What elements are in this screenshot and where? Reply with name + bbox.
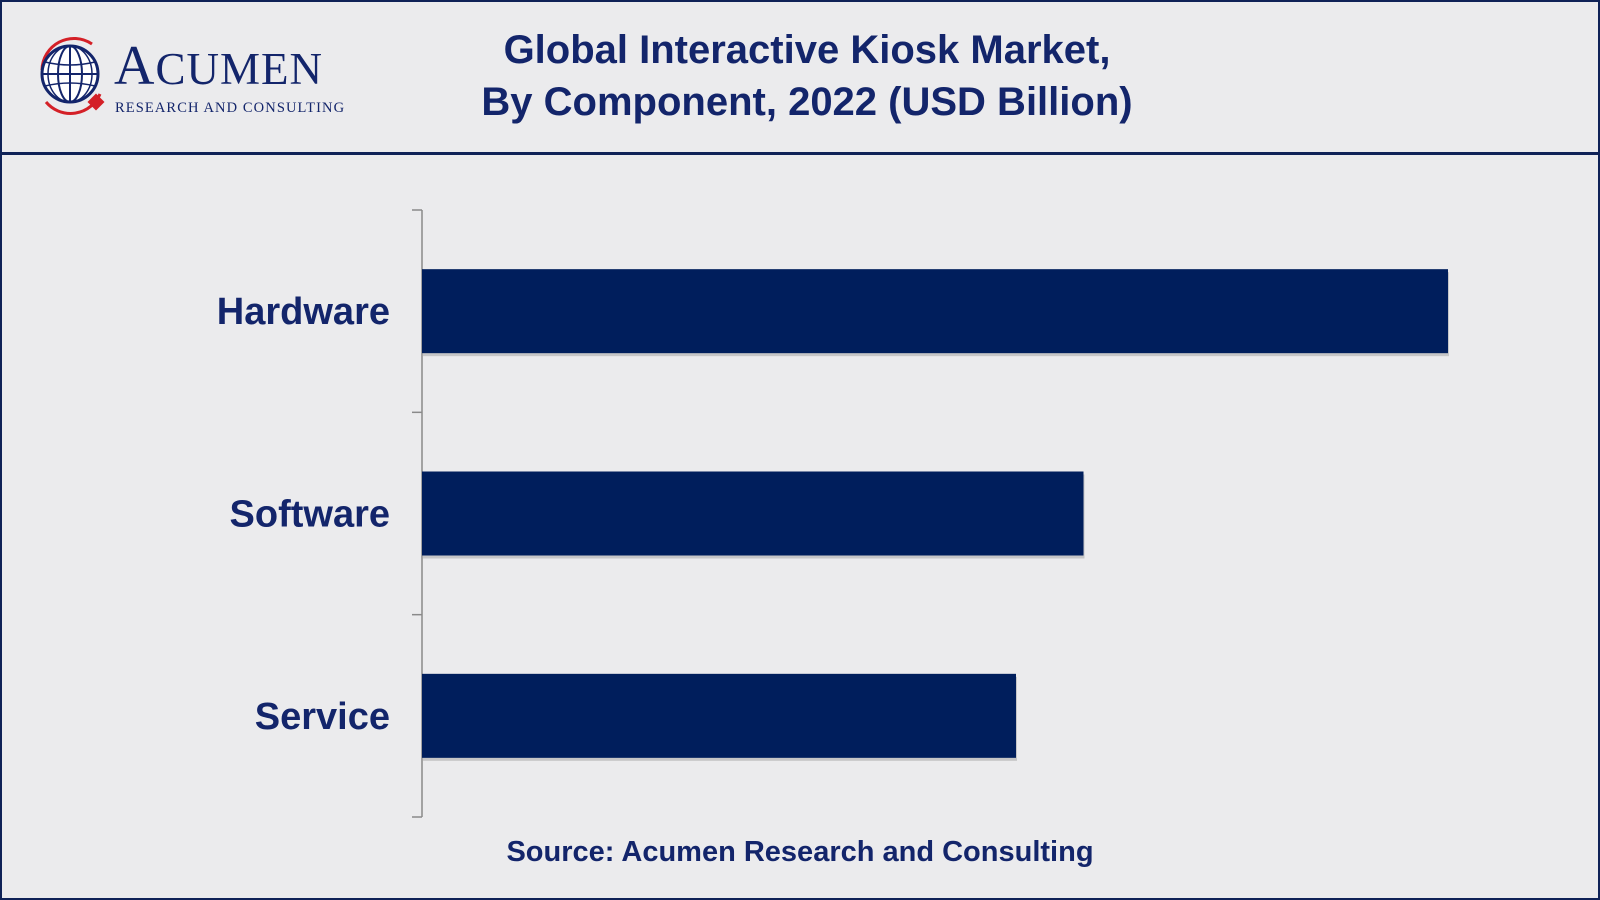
- source-note: Source: Acumen Research and Consulting: [506, 836, 1094, 868]
- logo-wordmark: ACUMEN: [114, 38, 323, 94]
- chart-title-line-2: By Component, 2022 (USD Billion): [481, 80, 1133, 124]
- globe-icon: [40, 36, 105, 115]
- logo-brand-lead: A: [114, 35, 156, 97]
- category-label-hardware: Hardware: [217, 291, 390, 333]
- bar-service: [422, 673, 1016, 758]
- chart-title: Global Interactive Kiosk Market, By Comp…: [382, 24, 1232, 128]
- category-label-software: Software: [230, 494, 390, 536]
- logo-brand-rest: CUMEN: [155, 44, 323, 94]
- bar-software: [422, 471, 1084, 556]
- bar-hardware: [422, 269, 1448, 354]
- chart-title-line-1: Global Interactive Kiosk Market,: [503, 28, 1111, 72]
- header-divider: [2, 152, 1598, 155]
- logo-tagline: RESEARCH AND CONSULTING: [115, 100, 346, 116]
- acumen-logo: ACUMEN RESEARCH AND CONSULTING: [34, 36, 364, 120]
- header: ACUMEN RESEARCH AND CONSULTING Global In…: [2, 2, 1598, 154]
- category-label-service: Service: [255, 696, 390, 738]
